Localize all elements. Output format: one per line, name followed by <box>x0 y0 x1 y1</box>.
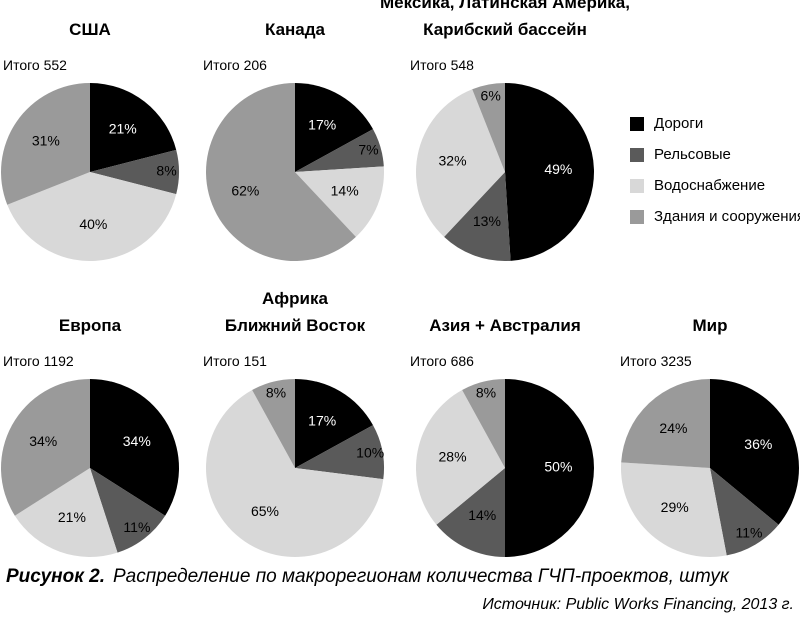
chart-title: США <box>69 20 111 39</box>
slice-label: 10% <box>356 444 384 460</box>
slice-label: 40% <box>79 216 107 232</box>
slice-label: 8% <box>476 385 496 401</box>
chart-total: Итого 548 <box>410 57 474 73</box>
legend-swatch <box>630 210 644 224</box>
slice-label: 49% <box>544 161 572 177</box>
pie-slice <box>295 166 384 237</box>
chart-total: Итого 151 <box>203 353 267 369</box>
chart-title: Азия + Австралия <box>429 316 581 335</box>
caption-label: Рисунок 2. <box>6 566 105 587</box>
slice-label: 29% <box>661 499 689 515</box>
slice-label: 32% <box>439 153 467 169</box>
pie-slice <box>90 83 177 172</box>
pie-slice <box>620 462 727 557</box>
pie-slice <box>444 172 511 261</box>
pie-slice <box>205 83 356 262</box>
slice-label: 36% <box>744 436 772 452</box>
pie-slice <box>416 390 505 525</box>
pie-slice <box>505 83 594 261</box>
slice-label: 13% <box>473 213 501 229</box>
slice-label: 65% <box>251 503 279 519</box>
pie-slice <box>0 83 91 205</box>
pie-slice <box>206 390 384 557</box>
pie-slice <box>415 89 505 237</box>
chart-total: Итого 3235 <box>620 353 692 369</box>
pie-slice <box>505 379 594 557</box>
source-note: Источник: Public Works Financing, 2013 г… <box>482 596 794 613</box>
pie-slice <box>295 425 384 480</box>
slice-label: 8% <box>156 163 176 179</box>
pie-slice <box>472 83 505 172</box>
chart-title: Мир <box>693 316 728 335</box>
slice-label: 62% <box>231 182 259 198</box>
slice-label: 17% <box>308 117 336 133</box>
pie-slice <box>252 379 295 468</box>
chart-title: Канада <box>265 20 326 39</box>
chart-title: Мексика, Латинская Америка, <box>380 0 630 12</box>
chart-total: Итого 206 <box>203 57 267 73</box>
chart-total: Итого 1192 <box>3 353 74 369</box>
slice-label: 28% <box>439 449 467 465</box>
chart-title: Ближний Восток <box>225 316 366 335</box>
slice-label: 31% <box>32 133 60 149</box>
pie-slice <box>621 379 710 468</box>
chart-total: Итого 686 <box>410 353 474 369</box>
pie-slice <box>436 468 505 557</box>
chart-title: Карибский бассейн <box>423 20 587 39</box>
slice-label: 21% <box>58 509 86 525</box>
pie-slice <box>462 379 505 468</box>
legend-label: Здания и сооружения <box>654 208 800 225</box>
pie-charts: США Итого 552 21% 8% 40% 31% Канада Итого 206 17… <box>0 0 800 557</box>
slice-label: 6% <box>481 88 501 104</box>
slice-label: 34% <box>123 433 151 449</box>
slice-label: 21% <box>109 121 137 137</box>
chart-total: Итого 552 <box>3 57 67 73</box>
pie-slice <box>1 379 91 516</box>
pie-slice <box>90 468 166 553</box>
legend-label: Дороги <box>654 115 703 132</box>
legend-swatch <box>630 117 644 131</box>
slice-label: 34% <box>29 433 57 449</box>
chart-title: Африка <box>262 289 328 308</box>
legend-swatch <box>630 148 644 162</box>
figure-caption: Рисунок 2. Распределение по макрорегионам… <box>6 566 729 588</box>
caption-text: Распределение по макрорегионам количеств… <box>113 566 729 587</box>
legend-swatch <box>630 179 644 193</box>
slice-label: 24% <box>659 420 687 436</box>
pie-slice <box>710 379 799 525</box>
legend-label: Водоснабжение <box>654 177 765 194</box>
pie-slice <box>295 379 373 468</box>
slice-label: 14% <box>468 507 496 523</box>
pie-slice <box>710 468 779 556</box>
pie-slice <box>14 468 118 557</box>
slice-label: 11% <box>735 525 762 541</box>
slice-label: 11% <box>123 519 150 535</box>
slice-label: 8% <box>266 385 286 401</box>
pie-slice <box>90 379 179 516</box>
slice-label: 50% <box>544 459 572 475</box>
slice-label: 17% <box>308 413 336 429</box>
pie-slice <box>295 83 373 172</box>
pie-slice <box>7 172 177 261</box>
slice-label: 7% <box>358 141 378 157</box>
pie-slice <box>90 149 180 195</box>
legend-label: Рельсовые <box>654 146 731 163</box>
slice-label: 14% <box>331 182 359 198</box>
pie-slice <box>295 129 384 172</box>
chart-title: Европа <box>59 316 122 335</box>
